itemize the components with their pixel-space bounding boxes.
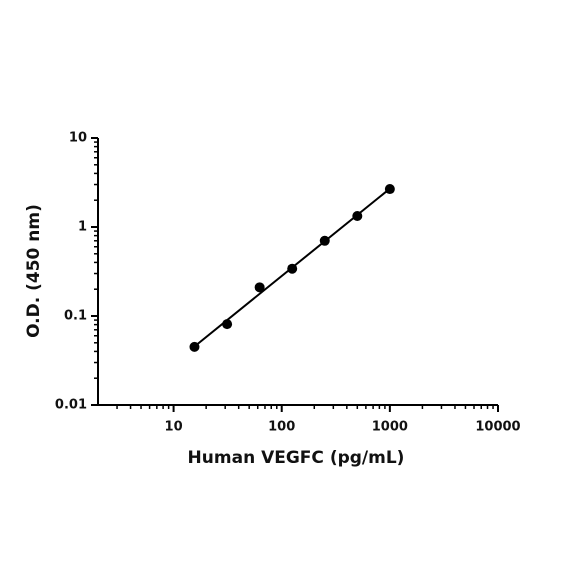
x-axis-title: Human VEGFC (pg/mL): [188, 448, 405, 468]
y-tick-label: 1: [78, 220, 87, 235]
x-tick-label: 100: [268, 420, 295, 435]
y-tick-label: 0.01: [55, 398, 87, 413]
point: [254, 282, 265, 293]
y-tick-label: 10: [69, 131, 87, 146]
x-tick-label: 10000: [475, 420, 520, 435]
point: [189, 341, 200, 352]
point: [352, 210, 363, 221]
point: [384, 184, 395, 195]
x-tick-label: 10: [165, 420, 183, 435]
point: [319, 235, 330, 246]
x-tick-label: 1000: [372, 420, 408, 435]
y-tick-label: 0.1: [64, 309, 87, 324]
point: [222, 319, 233, 330]
y-axis-title: O.D. (450 nm): [24, 204, 44, 338]
point: [287, 263, 298, 274]
